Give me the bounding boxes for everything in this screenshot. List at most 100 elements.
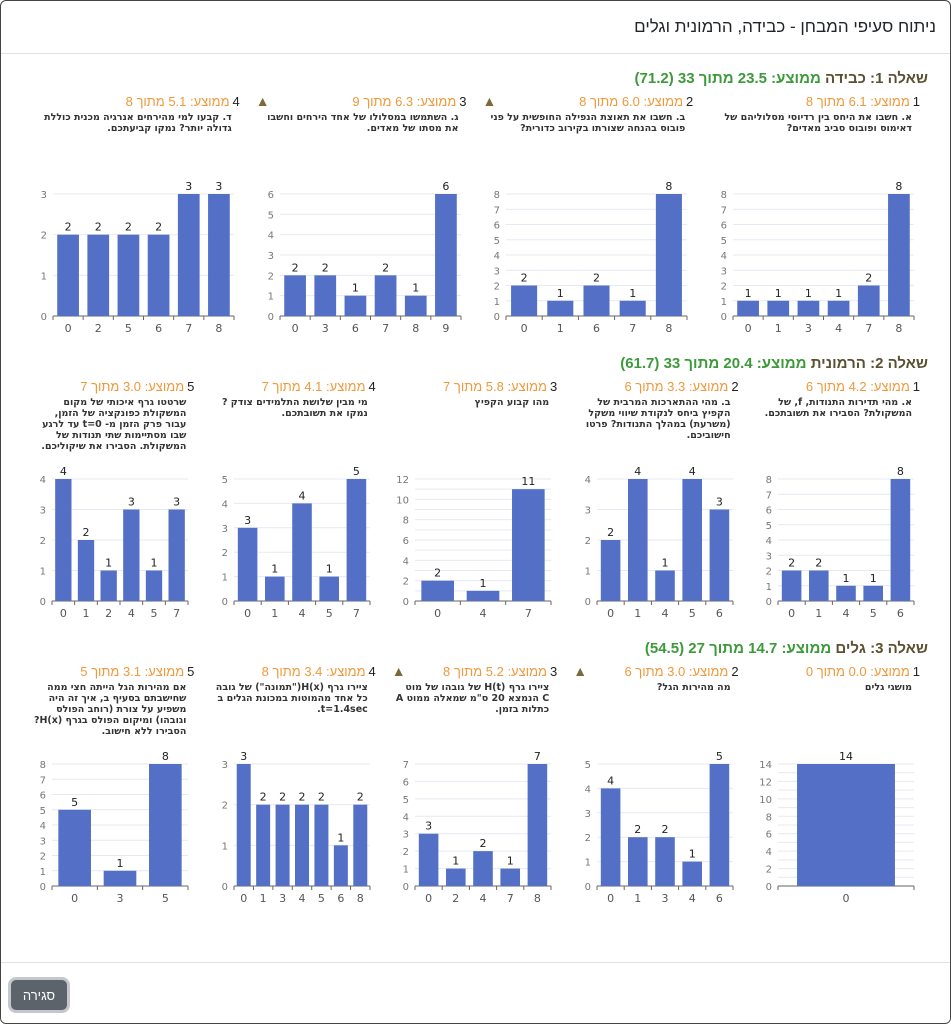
bar-value-label: 2 xyxy=(318,791,325,804)
y-tick-label: 4 xyxy=(494,251,500,262)
bar xyxy=(547,300,574,316)
item-bar-chart: 0 1 2 3 4 5 6 7 8 5 0 1 3 8 5 xyxy=(40,750,189,905)
x-tick-label: 8 xyxy=(412,322,419,335)
bar xyxy=(421,580,455,601)
item-average: ממוצע: 5.2 מתוך 8 xyxy=(443,663,547,679)
bar-value-label: 3 xyxy=(185,180,192,193)
y-tick-label: 4 xyxy=(40,821,46,832)
bar xyxy=(600,788,620,886)
warning-icon: ▲ xyxy=(391,663,406,679)
modal-body: שאלה 1: כבידה ממוצע: 23.5 מתוך 33 (71.2)… xyxy=(1,54,950,963)
x-tick-label: 7 xyxy=(525,607,532,620)
bar xyxy=(146,570,163,601)
bar-value-label: 3 xyxy=(715,496,722,509)
y-tick-label: 2 xyxy=(494,282,500,293)
bar-value-label: 1 xyxy=(412,282,419,295)
bar xyxy=(283,275,306,316)
item-card: 1ממוצע: 4.2 מתוך 6 א. מהי תדירות התנודות,… xyxy=(747,377,928,623)
bar xyxy=(767,300,790,316)
bar-value-label: 4 xyxy=(607,774,614,787)
bar xyxy=(827,300,850,316)
y-tick-label: 1 xyxy=(221,841,227,852)
y-tick-label: 7 xyxy=(766,490,772,501)
y-tick-label: 1 xyxy=(584,567,590,578)
bar xyxy=(177,194,200,316)
item-number: 2 xyxy=(686,93,694,109)
x-tick-label: 2 xyxy=(95,322,102,335)
bar xyxy=(237,527,258,601)
bar-value-label: 1 xyxy=(661,557,668,570)
y-tick-label: 6 xyxy=(40,791,46,802)
bar xyxy=(313,275,336,316)
y-tick-label: 2 xyxy=(403,577,409,588)
bar xyxy=(466,590,500,601)
item-bar-chart: 0 1 2 3 4 5 6 7 8 2 0 2 1 1 4 1 5 8 6 xyxy=(766,465,915,620)
y-tick-label: 12 xyxy=(759,777,772,788)
item-header: 1ממוצע: 6.1 מתוך 8 xyxy=(709,92,920,110)
y-tick-label: 12 xyxy=(396,475,409,486)
bar xyxy=(619,300,646,316)
x-tick-label: 1 xyxy=(634,892,641,905)
bar-value-label: 1 xyxy=(835,287,842,300)
y-tick-label: 0 xyxy=(40,597,46,608)
x-tick-label: 7 xyxy=(507,892,514,905)
item-average: ממוצע: 5.1 מתוך 8 xyxy=(125,93,230,109)
y-tick-label: 0 xyxy=(584,882,590,893)
x-tick-label: 4 xyxy=(480,892,487,905)
x-tick-label: 6 xyxy=(155,322,162,335)
bar-value-label: 2 xyxy=(291,261,298,274)
item-question-text: ג. השתמשו במסלולו של אחד הירחים וחשבו את… xyxy=(267,112,459,134)
item-header: 4ממוצע: 5.1 מתוך 8 xyxy=(29,92,240,110)
x-tick-label: 3 xyxy=(117,892,124,905)
item-label: 2ממוצע: 3.3 מתוך 6 xyxy=(624,379,738,394)
bar xyxy=(709,509,729,601)
question-section: שאלה 1: כבידה ממוצע: 23.5 מתוך 33 (71.2)… xyxy=(21,54,928,339)
x-tick-label: 9 xyxy=(442,322,449,335)
item-question-text: מה מהירות הגל? xyxy=(656,682,731,693)
question-score: ממוצע: 23.5 מתוך 33 (71.2) xyxy=(634,70,821,87)
modal-title: ניתוח סעיפי המבחן - כבידה, הרמונית וגלים xyxy=(634,17,936,36)
item-number: 5 xyxy=(187,378,195,394)
bar-value-label: 1 xyxy=(557,287,564,300)
x-tick-label: 7 xyxy=(629,322,636,335)
y-tick-label: 3 xyxy=(721,266,727,277)
bar xyxy=(583,285,610,316)
bar-value-label: 5 xyxy=(715,750,722,763)
y-tick-label: 0 xyxy=(403,597,409,608)
item-card: 3ממוצע: 5.8 מתוך 7 מהו קבוע הקפיץ 0 2 4 6 8 10 1… xyxy=(384,377,565,623)
bar-value-label: 1 xyxy=(106,557,113,570)
item-card: 2ממוצע: 3.3 מתוך 6 ב. מהי ההתארכות המרבית… xyxy=(565,377,746,623)
x-tick-label: 3 xyxy=(321,322,328,335)
y-tick-label: 1 xyxy=(267,292,273,303)
y-tick-label: 4 xyxy=(766,847,772,858)
y-tick-label: 1 xyxy=(721,297,727,308)
item-label: 4ממוצע: 5.1 מתוך 8 xyxy=(126,94,240,109)
bar-value-label: 1 xyxy=(351,282,358,295)
item-label: 4ממוצע: 4.1 מתוך 7 xyxy=(262,379,376,394)
bar-value-label: 1 xyxy=(325,563,332,576)
warning-icon: ▲ xyxy=(573,663,588,679)
bar-value-label: 7 xyxy=(534,750,541,763)
bar xyxy=(147,234,170,316)
x-tick-label: 0 xyxy=(64,322,71,335)
bar xyxy=(737,300,759,316)
y-tick-label: 3 xyxy=(221,524,227,535)
question-score: ממוצע: 20.4 מתוך 33 (61.7) xyxy=(620,355,807,372)
item-header: 1ממוצע: 4.2 מתוך 6 xyxy=(755,377,920,395)
x-tick-label: 0 xyxy=(60,607,67,620)
y-tick-label: 4 xyxy=(403,812,409,823)
x-tick-label: 0 xyxy=(240,892,247,905)
bar xyxy=(627,837,648,886)
x-tick-label: 1 xyxy=(557,322,564,335)
bar-value-label: 4 xyxy=(634,465,641,478)
bar xyxy=(275,804,290,886)
close-button[interactable]: סגירה xyxy=(11,980,67,1010)
bar xyxy=(781,570,802,601)
bar-value-label: 2 xyxy=(788,557,795,570)
bar-value-label: 1 xyxy=(870,572,877,585)
item-average: ממוצע: 3.0 מתוך 7 xyxy=(80,378,185,394)
y-tick-label: 8 xyxy=(766,475,772,486)
item-number: 3 xyxy=(549,663,558,679)
item-label: 2ממוצע: 3.0 מתוך 6 xyxy=(624,664,738,679)
y-tick-label: 5 xyxy=(766,521,772,532)
